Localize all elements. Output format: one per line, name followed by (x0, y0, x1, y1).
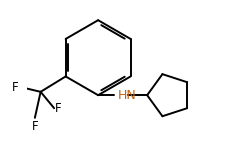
Text: F: F (55, 102, 62, 115)
Text: F: F (32, 120, 38, 133)
Text: HN: HN (117, 89, 136, 102)
Text: F: F (12, 81, 19, 93)
